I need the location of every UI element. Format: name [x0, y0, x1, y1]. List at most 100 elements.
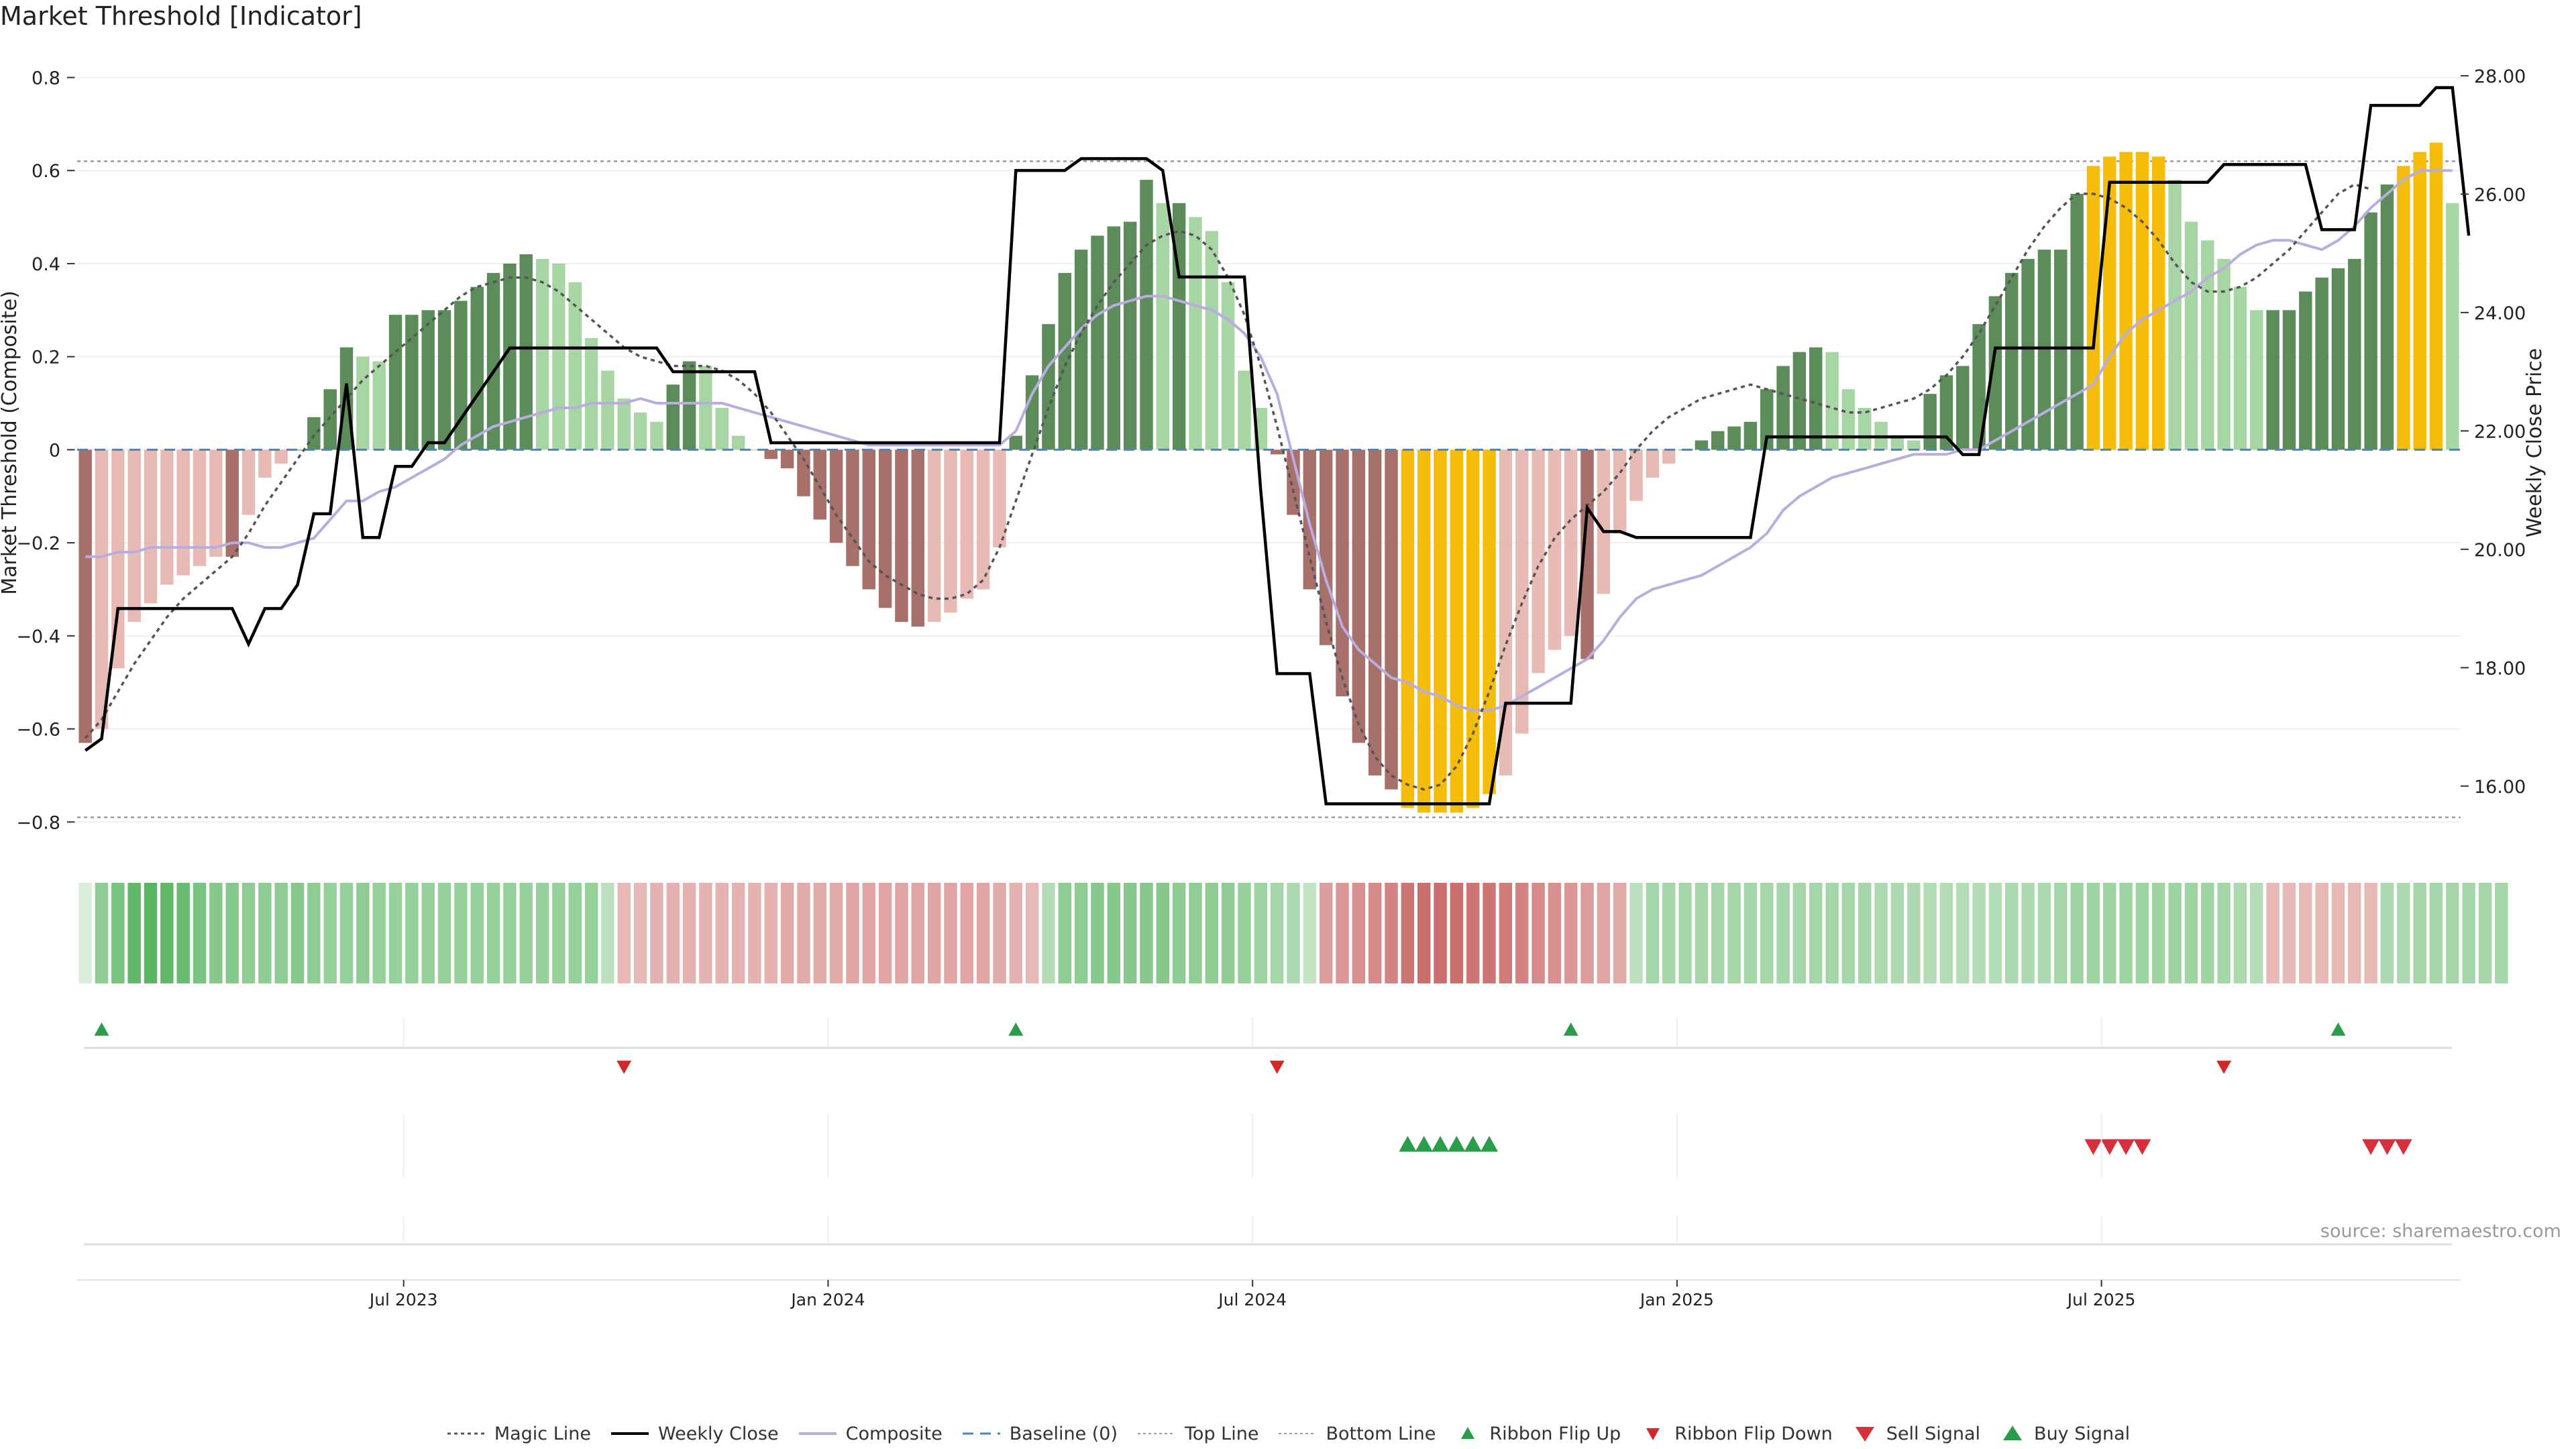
composite-bar: [209, 449, 223, 557]
ribbon-cell: [1221, 883, 1235, 983]
axes: −0.8 −0.6 −0.4 −0.2 0 0.2 0.4 0.6 0.8 16.00 18.00 2…: [0, 27, 2546, 859]
ribbon-cell: [535, 883, 549, 983]
ribbon-cell: [1270, 883, 1284, 983]
legend-item-topline: Top Line: [1136, 1423, 1258, 1444]
legend-label: Top Line: [1185, 1423, 1259, 1444]
composite-bar: [976, 449, 990, 590]
y-tick-label: 0.6: [32, 161, 60, 182]
composite-bar: [1711, 431, 1725, 450]
ribbon-cell: [2201, 883, 2214, 983]
ribbon-cell: [1303, 883, 1317, 983]
ribbon-cell: [1629, 883, 1643, 983]
ribbon-cell: [2103, 883, 2116, 983]
legend-item-buy: Buy Signal: [1999, 1423, 2130, 1444]
y-right-tick-label: 26.00: [2474, 184, 2526, 205]
composite-bar: [1074, 250, 1088, 450]
composite-bar: [437, 310, 451, 450]
ribbon-cell: [699, 883, 712, 983]
ribbon-cell: [2462, 883, 2475, 983]
composite-bar: [160, 449, 174, 585]
composite-bar: [1890, 435, 1904, 450]
composite-bar: [127, 449, 141, 623]
composite-bar: [1499, 449, 1513, 775]
composite-bar: [748, 449, 761, 451]
ribbon-cell: [1189, 883, 1202, 983]
ribbon-cell: [290, 883, 305, 983]
ribbon-cell: [2299, 883, 2312, 983]
ribbon-cell: [339, 883, 354, 983]
ribbon-cell: [1483, 883, 1496, 983]
ribbon-cell: [2070, 883, 2084, 983]
x-tick-label: Jul 2025: [2066, 1290, 2136, 1309]
sell-signal-marker: [2394, 1139, 2412, 1155]
y-right-tick-label: 16.00: [2474, 777, 2526, 798]
composite-bar: [2070, 193, 2084, 450]
ribbon-cell: [1417, 883, 1431, 983]
composite-bar: [356, 356, 370, 450]
composite-bar: [682, 361, 696, 450]
composite-bar: [323, 389, 337, 450]
ribbon-cell: [2005, 883, 2019, 983]
legend-label: Composite: [845, 1423, 943, 1444]
ribbon-cell: [2250, 883, 2263, 983]
composite-bars: [78, 142, 2459, 813]
legend-swatch: [798, 1432, 837, 1435]
ribbon-cell: [1254, 883, 1268, 983]
weekly-close-line: [84, 86, 2471, 806]
composite-bar: [1907, 440, 1921, 450]
ribbon-cell: [111, 883, 125, 983]
x-axis-ticks: Jul 2023 Jan 2024 Jul 2024 Jan 2025 Jul 2025: [368, 1017, 2136, 1309]
composite-bar: [470, 286, 484, 450]
legend-swatch: [1138, 1433, 1176, 1434]
ribbon-cell: [944, 883, 957, 983]
composite-bar: [731, 435, 745, 450]
ribbon-cell: [1841, 883, 1856, 983]
ribbon-cell: [1809, 883, 1823, 983]
composite-bar: [290, 449, 305, 451]
composite-bar: [2152, 156, 2165, 450]
ribbon-cell: [682, 883, 696, 983]
ribbon-cell: [2152, 883, 2165, 983]
ribbon-cell: [1042, 883, 1055, 983]
ribbon-cell: [878, 883, 892, 983]
source-note: source: sharemaestro.com: [2320, 1221, 2561, 1242]
composite-bar: [2201, 240, 2214, 450]
composite-bar: [1580, 449, 1594, 659]
composite-bar: [1091, 235, 1104, 450]
ribbon-cell: [1123, 883, 1137, 983]
composite-bar: [1221, 282, 1235, 450]
ribbon-cell: [568, 883, 582, 983]
ribbon-cell: [1580, 883, 1594, 983]
ribbon-cell: [2413, 883, 2426, 983]
composite-bar: [552, 263, 566, 450]
legend-label: Buy Signal: [2034, 1423, 2131, 1444]
ribbon-cell: [274, 883, 288, 983]
ribbon-cell: [1727, 883, 1741, 983]
composite-bar: [1727, 426, 1741, 450]
ribbon-cell: [1564, 883, 1578, 983]
composite-bar: [2364, 212, 2377, 450]
y-right-axis-label: Weekly Close Price: [2523, 348, 2546, 537]
composite-bar: [2413, 152, 2426, 450]
ribbon-cell: [2282, 883, 2296, 983]
ribbon-cell: [176, 883, 190, 983]
composite-bar: [258, 449, 272, 478]
composite-bar: [1189, 217, 1202, 450]
composite-bar: [1956, 366, 1970, 450]
buy-signal-marker: [1448, 1136, 1466, 1152]
composite-bar: [2119, 152, 2133, 450]
ribbon-cell: [1825, 883, 1839, 983]
composite-bar: [535, 259, 549, 450]
ribbon-cell: [1499, 883, 1513, 983]
ribbon-cell: [666, 883, 680, 983]
composite-bar: [1809, 347, 1823, 450]
ribbon-cell: [1140, 883, 1153, 983]
ribbon-cell: [356, 883, 370, 983]
composite-bar: [519, 254, 533, 450]
x-tick-label: Jan 2025: [1639, 1290, 1714, 1309]
ribbon-cell: [1401, 883, 1415, 983]
ribbon-cell: [2086, 883, 2100, 983]
ribbon-cell: [127, 883, 141, 983]
composite-bar: [176, 449, 190, 576]
